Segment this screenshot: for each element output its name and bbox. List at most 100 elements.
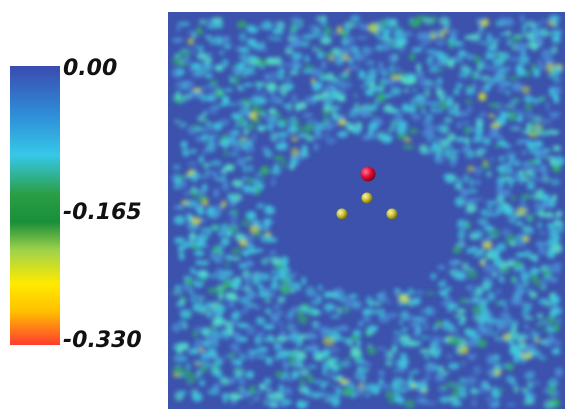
density-speckle: [521, 387, 528, 392]
density-speckle: [229, 79, 236, 83]
density-speckle: [492, 272, 497, 278]
density-speckle: [242, 286, 252, 292]
density-speckle: [233, 208, 239, 217]
density-speckle: [345, 25, 350, 35]
density-speckle: [230, 256, 241, 261]
density-speckle: [239, 136, 249, 140]
density-speckle: [499, 32, 507, 37]
density-speckle: [236, 20, 248, 29]
density-speckle: [396, 132, 409, 140]
density-speckle: [486, 356, 495, 365]
density-speckle: [513, 384, 519, 394]
density-speckle: [393, 344, 398, 354]
density-speckle: [456, 308, 466, 314]
density-speckle: [265, 82, 277, 92]
density-speckle: [477, 323, 486, 334]
density-speckle: [522, 279, 530, 288]
atom-cluster: [336, 166, 398, 220]
density-speckle: [207, 206, 216, 212]
density-speckle: [475, 285, 482, 295]
density-speckle: [411, 113, 421, 121]
density-speckle: [261, 257, 269, 266]
density-speckle: [548, 377, 559, 388]
density-speckle: [420, 399, 429, 405]
density-speckle: [286, 127, 298, 131]
density-speckle: [368, 67, 377, 77]
density-speckle: [492, 42, 498, 46]
density-speckle: [319, 326, 330, 334]
density-speckle: [321, 97, 328, 104]
density-speckle: [220, 223, 229, 232]
density-speckle: [471, 397, 477, 408]
density-speckle: [264, 298, 271, 304]
density-speckle: [534, 211, 540, 215]
density-speckle: [269, 401, 278, 408]
density-speckle: [513, 319, 518, 327]
density-speckle: [432, 324, 439, 331]
density-speckle: [519, 14, 525, 23]
density-speckle: [554, 367, 563, 377]
density-speckle: [509, 376, 516, 386]
density-speckle: [389, 109, 394, 114]
density-speckle: [495, 71, 504, 80]
density-speckle: [470, 354, 478, 358]
density-speckle: [229, 304, 234, 309]
density-speckle: [534, 190, 541, 194]
density-speckle: [523, 95, 534, 103]
density-speckle: [374, 301, 381, 307]
density-speckle: [509, 240, 517, 247]
density-speckle: [489, 374, 501, 378]
density-speckle: [550, 112, 559, 119]
density-speckle: [521, 356, 526, 364]
density-speckle: [522, 302, 533, 311]
density-speckle: [512, 276, 518, 284]
density-speckle: [310, 68, 323, 77]
density-speckle: [211, 17, 223, 23]
density-speckle: [495, 301, 500, 306]
density-speckle: [393, 31, 405, 40]
density-speckle: [298, 133, 308, 138]
density-speckle: [247, 54, 255, 60]
density-speckle: [501, 267, 510, 275]
density-speckle: [322, 106, 330, 110]
density-speckle: [380, 71, 389, 77]
density-speckle: [430, 307, 436, 317]
density-speckle: [353, 94, 358, 97]
density-speckle: [364, 61, 376, 65]
density-speckle: [332, 105, 341, 111]
density-speckle: [463, 174, 469, 184]
density-speckle: [451, 400, 456, 405]
density-speckle: [199, 270, 208, 277]
density-speckle: [266, 237, 278, 243]
density-speckle: [419, 349, 431, 354]
density-speckle: [543, 316, 555, 323]
density-speckle: [428, 16, 438, 22]
density-speckle: [425, 401, 437, 405]
density-speckle: [406, 386, 412, 392]
density-speckle: [197, 300, 203, 306]
density-speckle: [194, 362, 201, 366]
density-speckle: [245, 277, 251, 287]
density-speckle: [276, 131, 289, 138]
density-speckle: [367, 346, 377, 355]
density-speckle: [322, 348, 331, 358]
density-speckle: [192, 360, 204, 364]
density-speckle: [330, 315, 340, 319]
density-speckle: [176, 90, 181, 101]
density-speckle: [502, 17, 514, 27]
density-speckle: [284, 48, 294, 55]
density-speckle: [301, 307, 312, 313]
density-speckle: [543, 270, 551, 277]
density-speckle: [515, 207, 528, 216]
density-speckle: [339, 378, 349, 385]
density-speckle: [449, 41, 455, 49]
density-speckle: [496, 289, 502, 294]
density-speckle: [422, 117, 433, 127]
density-speckle: [324, 52, 334, 57]
density-speckle: [307, 365, 318, 369]
density-speckle: [470, 246, 479, 252]
density-speckle: [237, 62, 245, 71]
density-speckle: [467, 269, 478, 280]
density-speckle: [243, 236, 255, 241]
density-speckle: [307, 374, 314, 383]
